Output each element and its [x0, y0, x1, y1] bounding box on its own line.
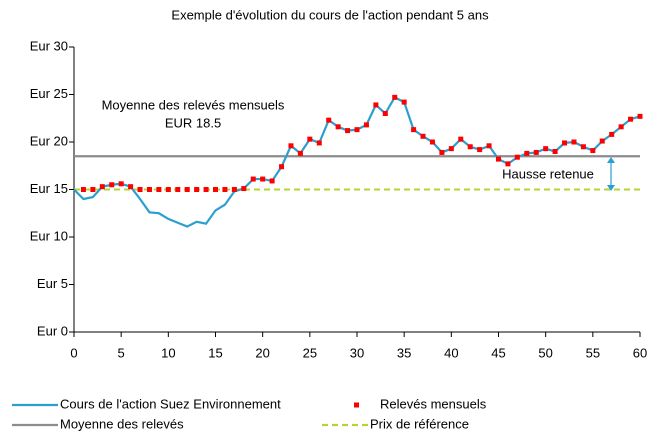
- y-tick-label: Eur 25: [30, 86, 68, 101]
- marker: [203, 187, 209, 192]
- marker: [448, 146, 454, 152]
- marker: [118, 181, 124, 187]
- x-tick-label: 25: [303, 345, 317, 360]
- marker: [213, 187, 218, 192]
- marker: [297, 150, 303, 156]
- series-line: [73, 95, 641, 228]
- marker: [109, 182, 115, 188]
- marker: [429, 139, 435, 145]
- marker: [571, 139, 577, 145]
- x-tick-label: 20: [255, 345, 269, 360]
- marker: [241, 186, 247, 192]
- marker: [580, 144, 586, 150]
- marker: [146, 187, 152, 192]
- marker: [458, 136, 464, 142]
- marker: [184, 187, 190, 192]
- plot-area: Eur 0 Eur 5 Eur 10 Eur 15 Eur 20 Eur 25 Eur 30…: [30, 38, 648, 360]
- marker: [382, 111, 388, 116]
- marker: [524, 150, 530, 156]
- x-tick-label: 50: [538, 345, 552, 360]
- legend-label: Moyenne des relevés: [60, 416, 184, 431]
- legend-label: Relevés mensuels: [380, 396, 487, 411]
- marker: [137, 187, 143, 192]
- marker: [373, 102, 379, 108]
- x-tick-label: 0: [70, 345, 77, 360]
- marker: [80, 187, 86, 192]
- legend-marker: [354, 402, 359, 408]
- marker: [467, 144, 473, 150]
- marker: [288, 143, 294, 149]
- legend-label: Prix de référence: [370, 416, 469, 431]
- y-tick-label: Eur 20: [30, 133, 68, 148]
- marker: [543, 146, 549, 152]
- marker: [401, 99, 407, 105]
- marker: [637, 113, 643, 119]
- arrow: [607, 157, 615, 191]
- marker: [562, 140, 568, 146]
- marker: [505, 161, 511, 167]
- annotation: Hausse retenue: [502, 166, 594, 181]
- marker: [590, 148, 596, 154]
- marker: [335, 124, 341, 130]
- marker: [175, 187, 181, 192]
- annotation: EUR 18.5: [165, 115, 221, 130]
- x-tick-label: 55: [586, 345, 600, 360]
- marker: [439, 149, 445, 155]
- marker: [392, 94, 398, 100]
- marker: [269, 178, 275, 184]
- marker: [156, 187, 162, 192]
- marker: [411, 127, 417, 133]
- x-tick-label: 35: [397, 345, 411, 360]
- marker: [618, 124, 624, 130]
- x-tick-label: 40: [444, 345, 458, 360]
- marker: [533, 149, 539, 155]
- marker: [250, 176, 256, 182]
- marker: [99, 184, 105, 190]
- marker: [128, 184, 134, 190]
- marker: [222, 187, 228, 192]
- chart-title: Exemple d'évolution du cours de l'action…: [171, 7, 489, 22]
- marker: [363, 122, 369, 128]
- marker: [326, 117, 332, 123]
- marker: [486, 143, 492, 149]
- marker: [231, 187, 237, 192]
- marker: [420, 133, 426, 139]
- marker: [477, 147, 483, 153]
- y-tick-label: Eur 5: [37, 276, 68, 291]
- marker: [345, 128, 351, 134]
- marker: [165, 187, 171, 192]
- marker: [90, 187, 96, 192]
- x-tick-label: 10: [161, 345, 175, 360]
- marker: [307, 136, 313, 142]
- y-tick-label: Eur 15: [30, 181, 68, 196]
- x-tick-label: 5: [118, 345, 125, 360]
- x-tick-label: 30: [350, 345, 364, 360]
- marker: [514, 154, 520, 160]
- annotation: Moyenne des relevés mensuels: [102, 97, 285, 112]
- marker: [496, 156, 501, 162]
- legend-label: Cours de l'action Suez Environnement: [60, 396, 281, 411]
- y-tick-label: Eur 0: [37, 323, 68, 338]
- series-layer: [73, 94, 643, 228]
- marker: [628, 116, 634, 122]
- x-tick-label: 15: [208, 345, 222, 360]
- y-tick-label: Eur 30: [30, 38, 68, 53]
- marker: [194, 187, 200, 192]
- x-tick-label: 45: [491, 345, 505, 360]
- marker: [316, 140, 322, 146]
- marker: [279, 164, 285, 170]
- marker: [599, 138, 605, 144]
- marker: [552, 149, 558, 154]
- marker: [354, 127, 360, 133]
- y-tick-label: Eur 10: [30, 228, 68, 243]
- marker: [260, 176, 266, 182]
- marker: [609, 131, 615, 137]
- x-tick-label: 60: [633, 345, 647, 360]
